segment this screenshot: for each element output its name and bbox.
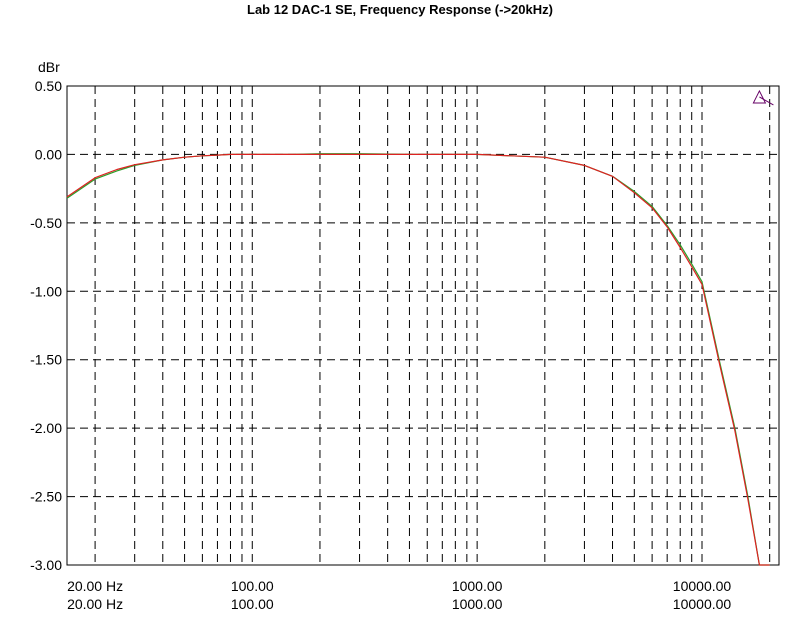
y-axis-unit-label: dBr xyxy=(38,59,60,75)
y-tick-label: -0.50 xyxy=(30,215,62,231)
chart-title: Lab 12 DAC-1 SE, Frequency Response (->2… xyxy=(247,2,553,17)
y-tick-label: -2.00 xyxy=(30,420,62,436)
series-line-2 xyxy=(66,153,770,566)
y-tick-label: -1.00 xyxy=(30,283,62,299)
x-tick-label-secondary: 100.00 xyxy=(231,596,274,612)
x-tick-label: 100.00 xyxy=(231,578,274,594)
x-tick-label-secondary: 1000.00 xyxy=(452,596,503,612)
marker-layer xyxy=(752,89,774,106)
x-tick-label: 1000.00 xyxy=(452,578,503,594)
y-tick-labels: 0.50 0.00 -0.50 -1.00 -1.50 -2.00 -2.50 -3.00 xyxy=(30,78,62,573)
marker-tail xyxy=(759,96,774,106)
x-tick-label-secondary: 20.00 Hz xyxy=(67,596,123,612)
y-tick-label: 0.50 xyxy=(35,78,62,94)
x-tick-label: 10000.00 xyxy=(673,578,732,594)
plot-frame xyxy=(66,85,780,566)
y-tick-label: -3.00 xyxy=(30,557,62,573)
marker-triangle xyxy=(752,89,767,104)
x-tick-labels: 20.00 Hz 20.00 Hz 100.00 100.00 1000.00 1000.… xyxy=(67,578,731,612)
y-tick-label: -2.50 xyxy=(30,489,62,505)
y-tick-label: 0.00 xyxy=(35,146,62,162)
x-tick-label: 20.00 Hz xyxy=(67,578,123,594)
y-tick-label: -1.50 xyxy=(30,352,62,368)
series-layer xyxy=(66,153,770,566)
x-tick-label-secondary: 10000.00 xyxy=(673,596,732,612)
grid-layer xyxy=(67,85,779,566)
